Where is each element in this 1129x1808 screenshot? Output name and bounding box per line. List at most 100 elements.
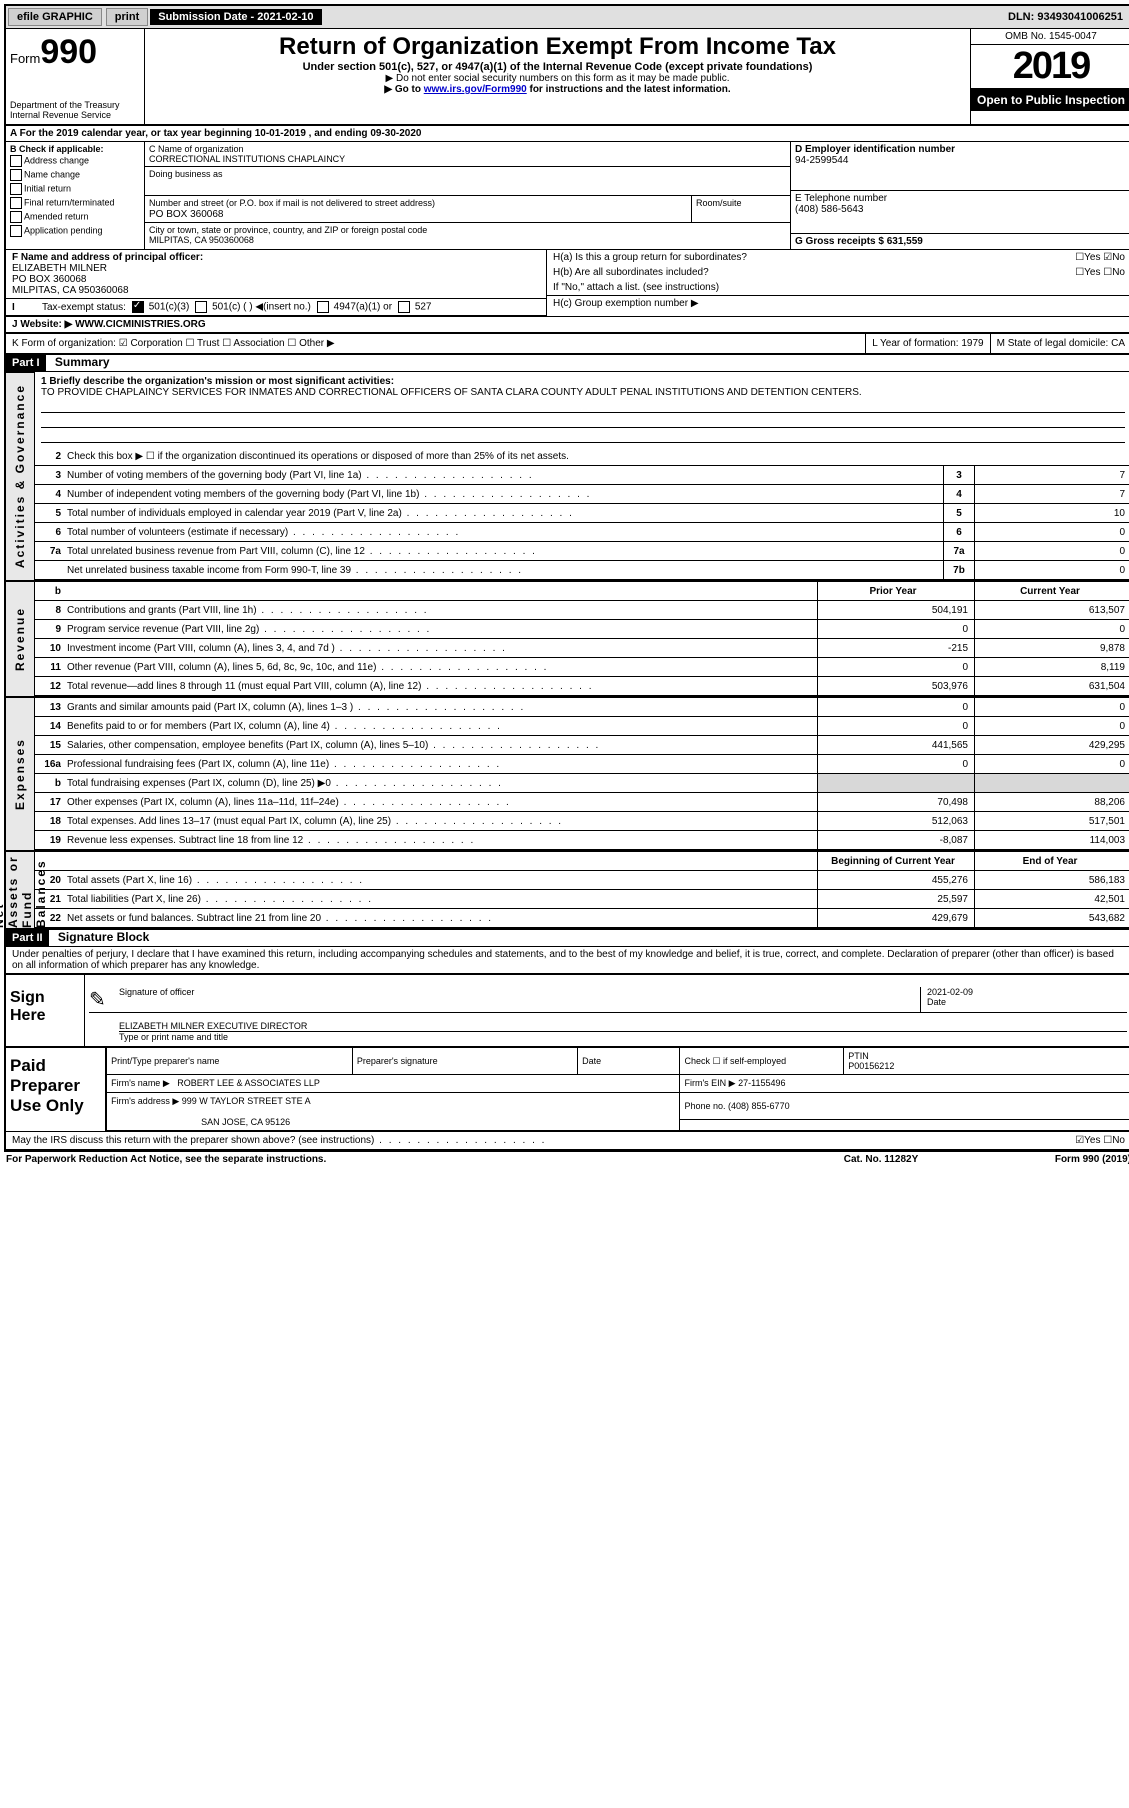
- declaration: Under penalties of perjury, I declare th…: [6, 947, 1129, 973]
- chk-final[interactable]: Final return/terminated: [10, 196, 140, 210]
- tes-527[interactable]: 527: [398, 301, 431, 313]
- print-button[interactable]: print: [106, 8, 148, 26]
- sig-date: 2021-02-09: [927, 987, 973, 997]
- tes-501c3[interactable]: 501(c)(3): [132, 301, 189, 313]
- table-row: 7aTotal unrelated business revenue from …: [35, 542, 1129, 561]
- submission-date: Submission Date - 2021-02-10: [150, 9, 321, 25]
- cell-city: City or town, state or province, country…: [145, 223, 790, 247]
- q1-label: 1 Briefly describe the organization's mi…: [41, 376, 394, 387]
- m-state: M State of legal domicile: CA: [991, 334, 1129, 353]
- line-2: 2 Check this box ▶ ☐ if the organization…: [35, 447, 1129, 466]
- omb-number: OMB No. 1545-0047: [971, 29, 1129, 45]
- f-addr2: MILPITAS, CA 950360068: [12, 285, 129, 296]
- summary-governance: Activities & Governance 1 Briefly descri…: [6, 372, 1129, 580]
- addr-value: PO BOX 360068: [149, 209, 224, 220]
- part2-header: Part II Signature Block: [6, 928, 1129, 947]
- table-row: 19Revenue less expenses. Subtract line 1…: [35, 831, 1129, 850]
- part2-bar: Part II: [6, 930, 49, 946]
- summary-expenses: Expenses 13Grants and similar amounts pa…: [6, 696, 1129, 850]
- vlabel-rev: Revenue: [6, 580, 35, 696]
- cell-org-name: C Name of organization CORRECTIONAL INST…: [145, 142, 790, 167]
- addr-label: Number and street (or P.O. box if mail i…: [149, 198, 435, 208]
- ha-label: H(a) Is this a group return for subordin…: [553, 252, 1075, 263]
- f-name: ELIZABETH MILNER: [12, 263, 107, 274]
- paid-h4[interactable]: Check ☐ if self-employed: [680, 1048, 844, 1075]
- firm-phone: Phone no. (408) 855-6770: [680, 1093, 1129, 1120]
- l-year: L Year of formation: 1979: [866, 334, 990, 353]
- sig-name: ELIZABETH MILNER EXECUTIVE DIRECTOR: [119, 1021, 307, 1031]
- ein-value: 94-2599544: [795, 155, 848, 166]
- hc-label: H(c) Group exemption number ▶: [547, 295, 1129, 311]
- col-f: F Name and address of principal officer:…: [6, 250, 547, 316]
- firm-name: Firm's name ▶ ROBERT LEE & ASSOCIATES LL…: [107, 1075, 680, 1093]
- form-number: Form990: [10, 33, 140, 72]
- table-row: 3Number of voting members of the governi…: [35, 466, 1129, 485]
- discuss-yn[interactable]: ☑Yes ☐No: [1075, 1135, 1125, 1146]
- part1-header: Part I Summary: [6, 355, 1129, 372]
- col-c: C Name of organization CORRECTIONAL INST…: [145, 142, 791, 249]
- header-center: Return of Organization Exempt From Incom…: [145, 29, 970, 124]
- addr-block: Number and street (or P.O. box if mail i…: [145, 196, 692, 222]
- table-row: 8Contributions and grants (Part VIII, li…: [35, 601, 1129, 620]
- col-h: H(a) Is this a group return for subordin…: [547, 250, 1129, 316]
- vlabel-gov: Activities & Governance: [6, 372, 35, 580]
- table-row: 17Other expenses (Part IX, column (A), l…: [35, 793, 1129, 812]
- ein-label: D Employer identification number: [795, 144, 955, 155]
- table-row: 9Program service revenue (Part VIII, lin…: [35, 620, 1129, 639]
- tes-label: Tax-exempt status:: [42, 302, 126, 313]
- mission-block: 1 Briefly describe the organization's mi…: [35, 372, 1129, 447]
- mission-text: TO PROVIDE CHAPLAINCY SERVICES FOR INMAT…: [41, 387, 862, 398]
- hb-label: H(b) Are all subordinates included?: [553, 267, 1075, 278]
- name-caption: Type or print name and title: [119, 1031, 1127, 1042]
- col-deg: D Employer identification number 94-2599…: [791, 142, 1129, 249]
- hdr-current-year: Current Year: [974, 582, 1129, 600]
- tes-4947[interactable]: 4947(a)(1) or: [317, 301, 392, 313]
- f-label: F Name and address of principal officer:: [12, 252, 203, 263]
- footer-left: For Paperwork Reduction Act Notice, see …: [6, 1154, 781, 1165]
- sig-line: ✎ Signature of officer 2021-02-09 Date: [89, 979, 1127, 1013]
- room-label: Room/suite: [692, 196, 790, 222]
- sig-caption: Signature of officer: [119, 987, 194, 997]
- irs-link[interactable]: www.irs.gov/Form990: [424, 84, 527, 95]
- col-headers: b Prior Year Current Year: [35, 580, 1129, 601]
- note-link: ▶ Go to www.irs.gov/Form990 for instruct…: [153, 84, 962, 95]
- chk-address[interactable]: Address change: [10, 154, 140, 168]
- chk-name[interactable]: Name change: [10, 168, 140, 182]
- firm-ein: Firm's EIN ▶ 27-1155496: [680, 1075, 1129, 1093]
- part2-title: Signature Block: [52, 930, 149, 944]
- chk-initial[interactable]: Initial return: [10, 182, 140, 196]
- vlabel-net: Net Assets or Fund Balances: [6, 850, 35, 928]
- table-row: 16aProfessional fundraising fees (Part I…: [35, 755, 1129, 774]
- col-b: B Check if applicable: Address change Na…: [6, 142, 145, 249]
- ha-yn[interactable]: ☐Yes ☑No: [1075, 252, 1125, 263]
- vlabel-exp: Expenses: [6, 696, 35, 850]
- gross-label: G Gross receipts $ 631,559: [795, 236, 923, 247]
- tes-501c[interactable]: 501(c) ( ) ◀(insert no.): [195, 301, 311, 313]
- footer-mid: Cat. No. 11282Y: [781, 1154, 981, 1165]
- city-label: City or town, state or province, country…: [149, 225, 427, 235]
- header-right: OMB No. 1545-0047 2019 Open to Public In…: [970, 29, 1129, 124]
- efile-button[interactable]: efile GRAPHIC: [8, 8, 102, 26]
- paid-preparer: Paid Preparer Use Only Print/Type prepar…: [6, 1047, 1129, 1131]
- dept-treasury: Department of the Treasury: [10, 100, 140, 110]
- form-container: efile GRAPHIC print Submission Date - 20…: [4, 4, 1129, 1151]
- form-subtitle: Under section 501(c), 527, or 4947(a)(1)…: [153, 61, 962, 73]
- hb-yn[interactable]: ☐Yes ☐No: [1075, 267, 1125, 278]
- chk-pending[interactable]: Application pending: [10, 224, 140, 238]
- hdr-beg-year: Beginning of Current Year: [817, 852, 974, 870]
- paid-h2: Preparer's signature: [352, 1048, 577, 1075]
- part1-bar: Part I: [6, 355, 46, 371]
- paid-ptin: PTINP00156212: [844, 1048, 1129, 1075]
- form-990: 990: [40, 33, 97, 71]
- table-row: 15Salaries, other compensation, employee…: [35, 736, 1129, 755]
- chk-amended[interactable]: Amended return: [10, 210, 140, 224]
- hdr-prior-year: Prior Year: [817, 582, 974, 600]
- tel-label: E Telephone number: [795, 193, 887, 204]
- tax-exempt-status: I Tax-exempt status: 501(c)(3) 501(c) ( …: [6, 299, 546, 316]
- cell-tel: E Telephone number (408) 586-5643: [791, 191, 1129, 234]
- cell-address: Number and street (or P.O. box if mail i…: [145, 196, 790, 223]
- table-row: 11Other revenue (Part VIII, column (A), …: [35, 658, 1129, 677]
- discuss-row: May the IRS discuss this return with the…: [6, 1131, 1129, 1149]
- footer: For Paperwork Reduction Act Notice, see …: [4, 1151, 1129, 1167]
- table-row: 4Number of independent voting members of…: [35, 485, 1129, 504]
